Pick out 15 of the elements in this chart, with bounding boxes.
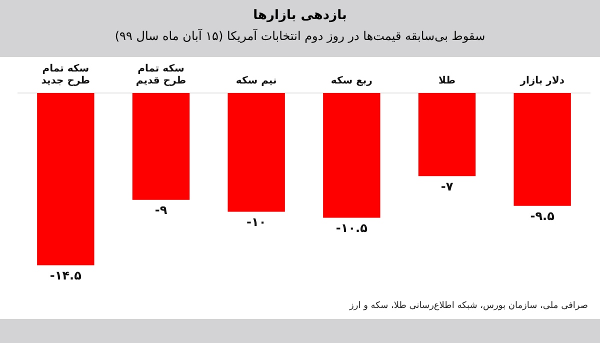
x-tick-label: دلار بازار [519,76,564,87]
chart-subtitle: سقوط بی‌سابقه قیمت‌ها در روز دوم انتخابات آمریکا (۱۵ آبان ماه سال ۹۹) [114,28,486,43]
data-label: -۷ [440,179,454,194]
data-label: -۱۰ [246,214,266,229]
x-tick-label: سکه تمام طرح قدیم [136,64,186,87]
chart-title: بازدهی بازارها [252,7,348,23]
text: صرافی ملی، سازمان بورس، شبکه اطلاع‌رسانی طلا، سکه و ارز [350,301,588,311]
data-label: -۱۴.۵ [50,268,82,282]
data-label: -۱۰.۵ [336,220,368,235]
x-tick-label: طلا [438,76,456,87]
data-label: -۹ [154,203,168,217]
data-label: -۹.۵ [530,208,554,223]
x-tick-label: ربع سکه [330,76,373,87]
x-tick-label: سکه تمام طرح جدید [41,64,90,87]
x-tick-label: نیم سکه [236,76,277,87]
